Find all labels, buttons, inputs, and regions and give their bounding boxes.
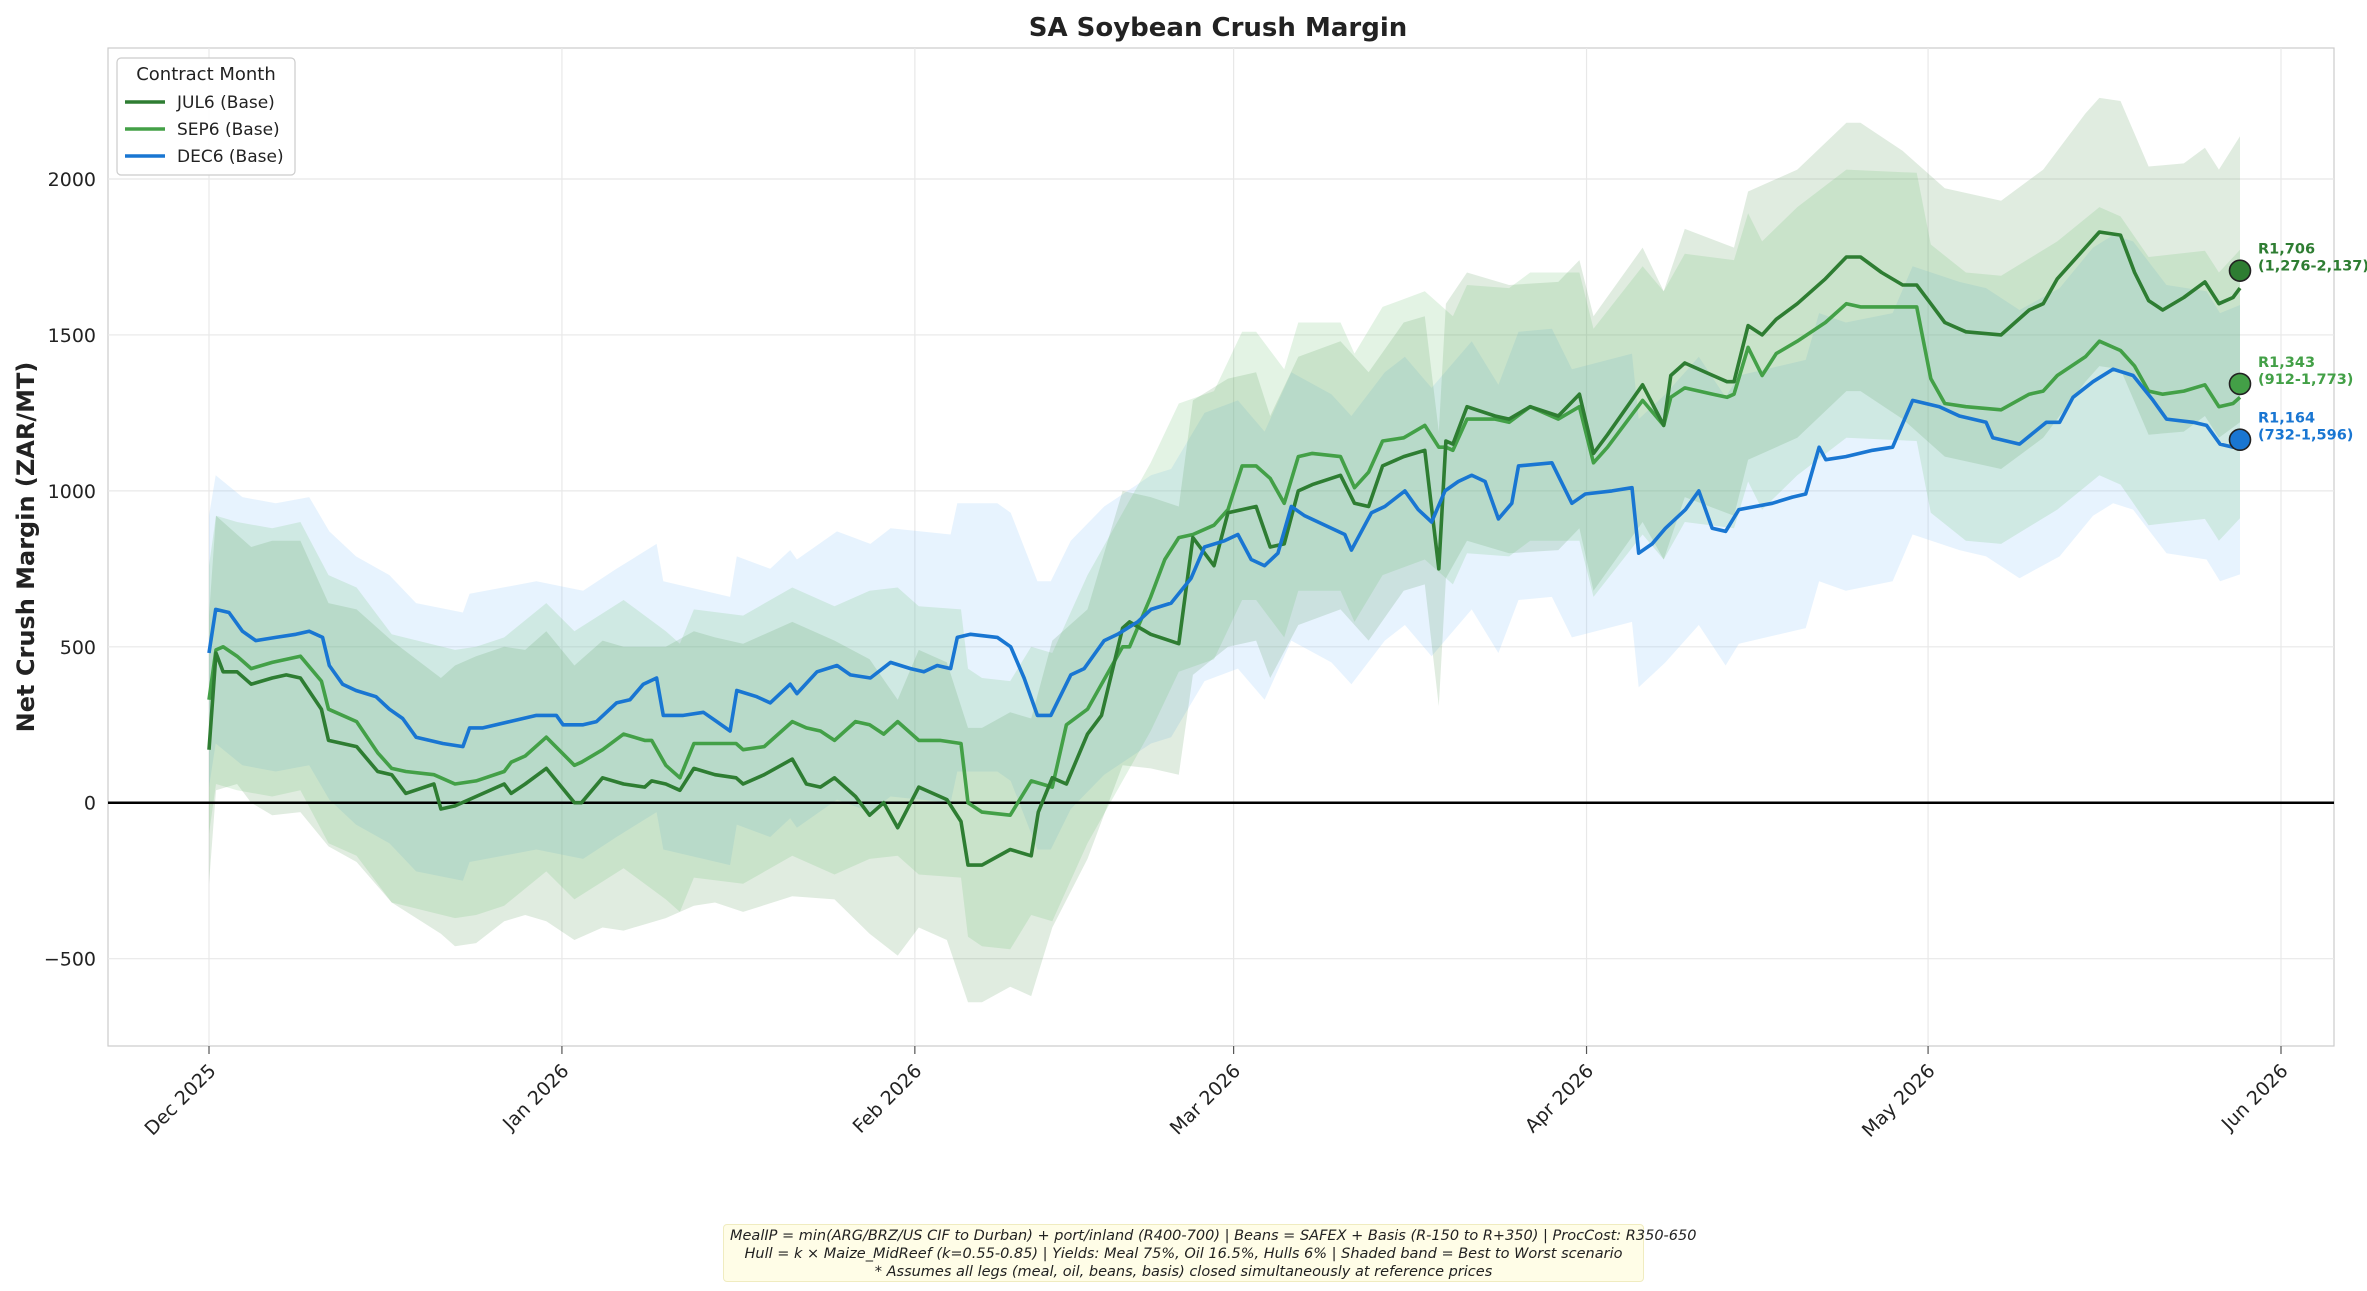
methodology-footnote: MealIP = min(ARG/BRZ/US CIF to Durban) +… [723, 1224, 1697, 1282]
chart-title: SA Soybean Crush Margin [1029, 13, 1408, 43]
end-marker-jul6 [2228, 259, 2252, 282]
legend: Contract Month JUL6 (Base) SEP6 (Base) D… [116, 57, 296, 176]
y-tick-label: 2000 [48, 169, 96, 191]
end-range-label-sep6: (912-1,773) [2258, 372, 2353, 388]
end-value-label-jul6: R1,706 [2258, 242, 2315, 258]
legend-title: Contract Month [136, 64, 276, 85]
end-range-label-jul6: (1,276-2,137) [2258, 259, 2367, 275]
line-dec6 [207, 367, 2242, 749]
x-tick-label: Mar 2026 [1166, 1060, 1245, 1139]
line-jul6 [207, 230, 2242, 867]
end-value-label-sep6: R1,343 [2258, 355, 2315, 371]
x-tick-label: May 2026 [1858, 1060, 1940, 1142]
y-tick-label: 1000 [48, 481, 96, 503]
x-tick-label: Jun 2026 [2217, 1060, 2293, 1136]
legend-label-jul6: JUL6 (Base) [176, 93, 275, 113]
x-tick-label: Apr 2026 [1521, 1060, 1598, 1137]
y-axis: −500 0 500 1000 1500 2000 [44, 169, 96, 971]
legend-box [116, 57, 296, 176]
end-range-label-dec6: (732-1,596) [2258, 428, 2353, 444]
y-tick-label: 0 [84, 793, 96, 815]
y-axis-label: Net Crush Margin (ZAR/MT) [12, 362, 40, 733]
series-lines [207, 230, 2242, 867]
end-value-label-dec6: R1,164 [2258, 411, 2315, 427]
plot-area [107, 47, 2335, 1047]
y-tick-label: 1500 [48, 325, 96, 347]
y-tick-label: 500 [60, 637, 96, 659]
footnote-line-1: MealIP = min(ARG/BRZ/US CIF to Durban) +… [730, 1228, 1697, 1244]
end-marker-sep6 [2228, 372, 2252, 396]
x-axis: Dec 2025 Jan 2026 Feb 2026 Mar 2026 Apr 2026… [141, 1046, 2293, 1142]
line-sep6 [207, 301, 2242, 818]
x-tick-label: Jan 2026 [498, 1060, 573, 1135]
end-marker-dec6 [2228, 428, 2252, 452]
end-markers: R1,706(1,276-2,137) R1,343(912-1,773) R1,1… [2228, 242, 2367, 452]
footnote-line-3: * Assumes all legs (meal, oil, beans, ba… [874, 1264, 1493, 1280]
x-tick-label: Dec 2025 [141, 1060, 221, 1140]
legend-label-dec6: DEC6 (Base) [177, 147, 284, 167]
x-tick-label: Feb 2026 [849, 1060, 927, 1138]
footnote-line-2: Hull = k × Maize_MidReef (k=0.55-0.85) |… [744, 1246, 1623, 1262]
y-tick-label: −500 [44, 949, 96, 971]
legend-label-sep6: SEP6 (Base) [177, 120, 280, 140]
band-sep6 [209, 169, 2240, 950]
